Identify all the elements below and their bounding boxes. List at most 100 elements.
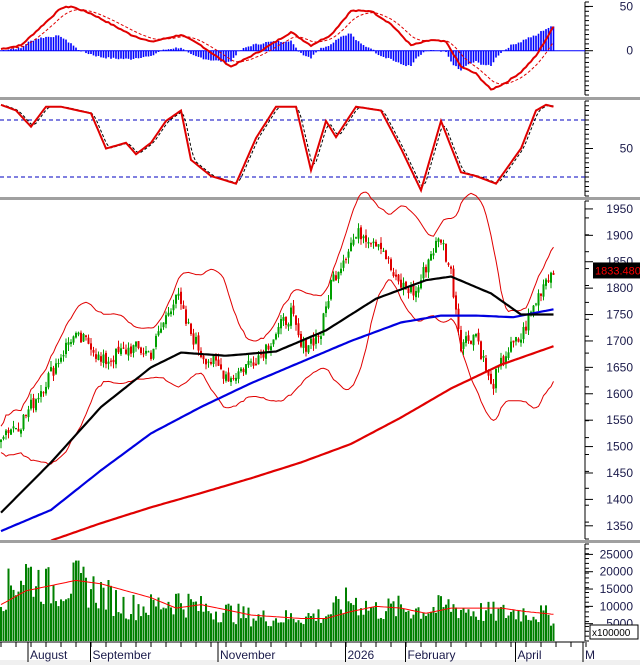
volume-bar [470,616,472,641]
volume-bar [492,601,495,641]
volume-ma-line [0,579,554,619]
candle-body [297,323,300,336]
candle-body [310,338,312,344]
macd-histogram-bar [525,39,527,51]
macd-histogram-bar [347,33,350,51]
macd-histogram-bar [337,38,340,51]
volume-bar [100,582,102,641]
macd-histogram-bar [227,50,230,62]
macd-histogram-bar [95,50,97,57]
candle-body [260,353,262,355]
ma200-line [50,345,554,542]
candle-body [110,360,112,362]
volume-bar [32,596,35,641]
candle-body [60,357,62,362]
volume-bar [72,562,75,641]
macd-histogram-bar [35,39,37,51]
stoch-d-line [0,104,554,187]
volume-bar [102,587,105,641]
volume-bar [245,618,247,641]
volume-bar [107,580,110,641]
volume-bar [132,594,135,641]
macd-histogram-bar [507,47,510,51]
candle-body [492,383,495,389]
macd-histogram-bar [412,50,415,63]
candle-body [452,268,455,298]
macd-histogram-bar [97,50,100,56]
candle-body [175,294,177,304]
candle-body [372,241,375,244]
macd-histogram-bar [247,46,250,51]
volume-bar [537,622,540,641]
macd-histogram-bar [122,50,125,60]
macd-histogram-bar [447,50,450,57]
macd-histogram-bar [510,44,512,51]
macd-histogram-bar [402,50,405,66]
candle-body [490,373,492,384]
candle-body [495,368,497,389]
volume-bar [227,603,230,641]
macd-histogram-bar [70,43,72,51]
macd-histogram-bar [480,50,482,65]
candle-body [512,340,515,343]
volume-bar [405,611,407,641]
macd-histogram-bar [377,50,380,56]
volume-bar [262,610,265,641]
candle-body [272,339,275,345]
candle-body [402,282,405,290]
macd-histogram-bar [452,50,455,66]
volume-bar [372,607,375,641]
y-tick-label: 1600 [606,387,633,401]
volume-bar [52,585,55,641]
candle-body [467,335,470,341]
volume-bar [217,622,220,641]
macd-histogram-bar [312,50,315,55]
candle-body [10,429,12,435]
volume-bar [135,620,137,641]
volume-bar [220,622,222,641]
macd-histogram-bar [202,50,205,60]
volume-bar [85,577,87,641]
volume-bar [547,614,550,641]
volume-bar [362,614,365,641]
candle-body [142,353,145,355]
volume-bar [45,568,47,641]
candle-body [305,338,307,352]
volume-bar [417,607,420,641]
macd-histogram-bar [130,50,132,60]
volume-bar [182,609,185,641]
macd-histogram-bar [245,47,247,51]
volume-bar [312,613,315,641]
price-panel: 1950190018501800175017001650160015501500… [0,191,640,542]
macd-histogram-bar [477,50,480,63]
volume-bar [387,598,390,641]
candle-body [370,243,372,245]
macd-histogram-bar [462,50,465,69]
candle-body [382,250,385,252]
volume-bar [447,599,450,641]
volume-bar [317,609,320,641]
candle-body [395,274,397,277]
macd-histogram-bar [372,49,375,51]
volume-bar [60,599,62,641]
macd-histogram-bar [65,39,67,51]
x-tick-label: 2026 [348,648,375,662]
candle-body [357,228,360,239]
macd-histogram-bar [320,47,322,51]
volume-bar [265,621,267,641]
y-tick-label: 50 [620,142,634,156]
candle-body [150,352,152,360]
volume-bar [430,611,432,641]
macd-histogram-bar [310,50,312,59]
macd-panel: 50 0 [0,0,633,96]
volume-bar [215,611,217,641]
volume-bar [545,605,547,641]
candle-body [27,409,30,418]
candle-body [220,364,222,370]
macd-histogram-bar [175,47,177,51]
volume-bar [515,619,517,641]
volume-bar [402,609,405,641]
volume-bar [285,610,287,641]
macd-histogram-bar [37,38,40,51]
candle-body [295,315,297,325]
